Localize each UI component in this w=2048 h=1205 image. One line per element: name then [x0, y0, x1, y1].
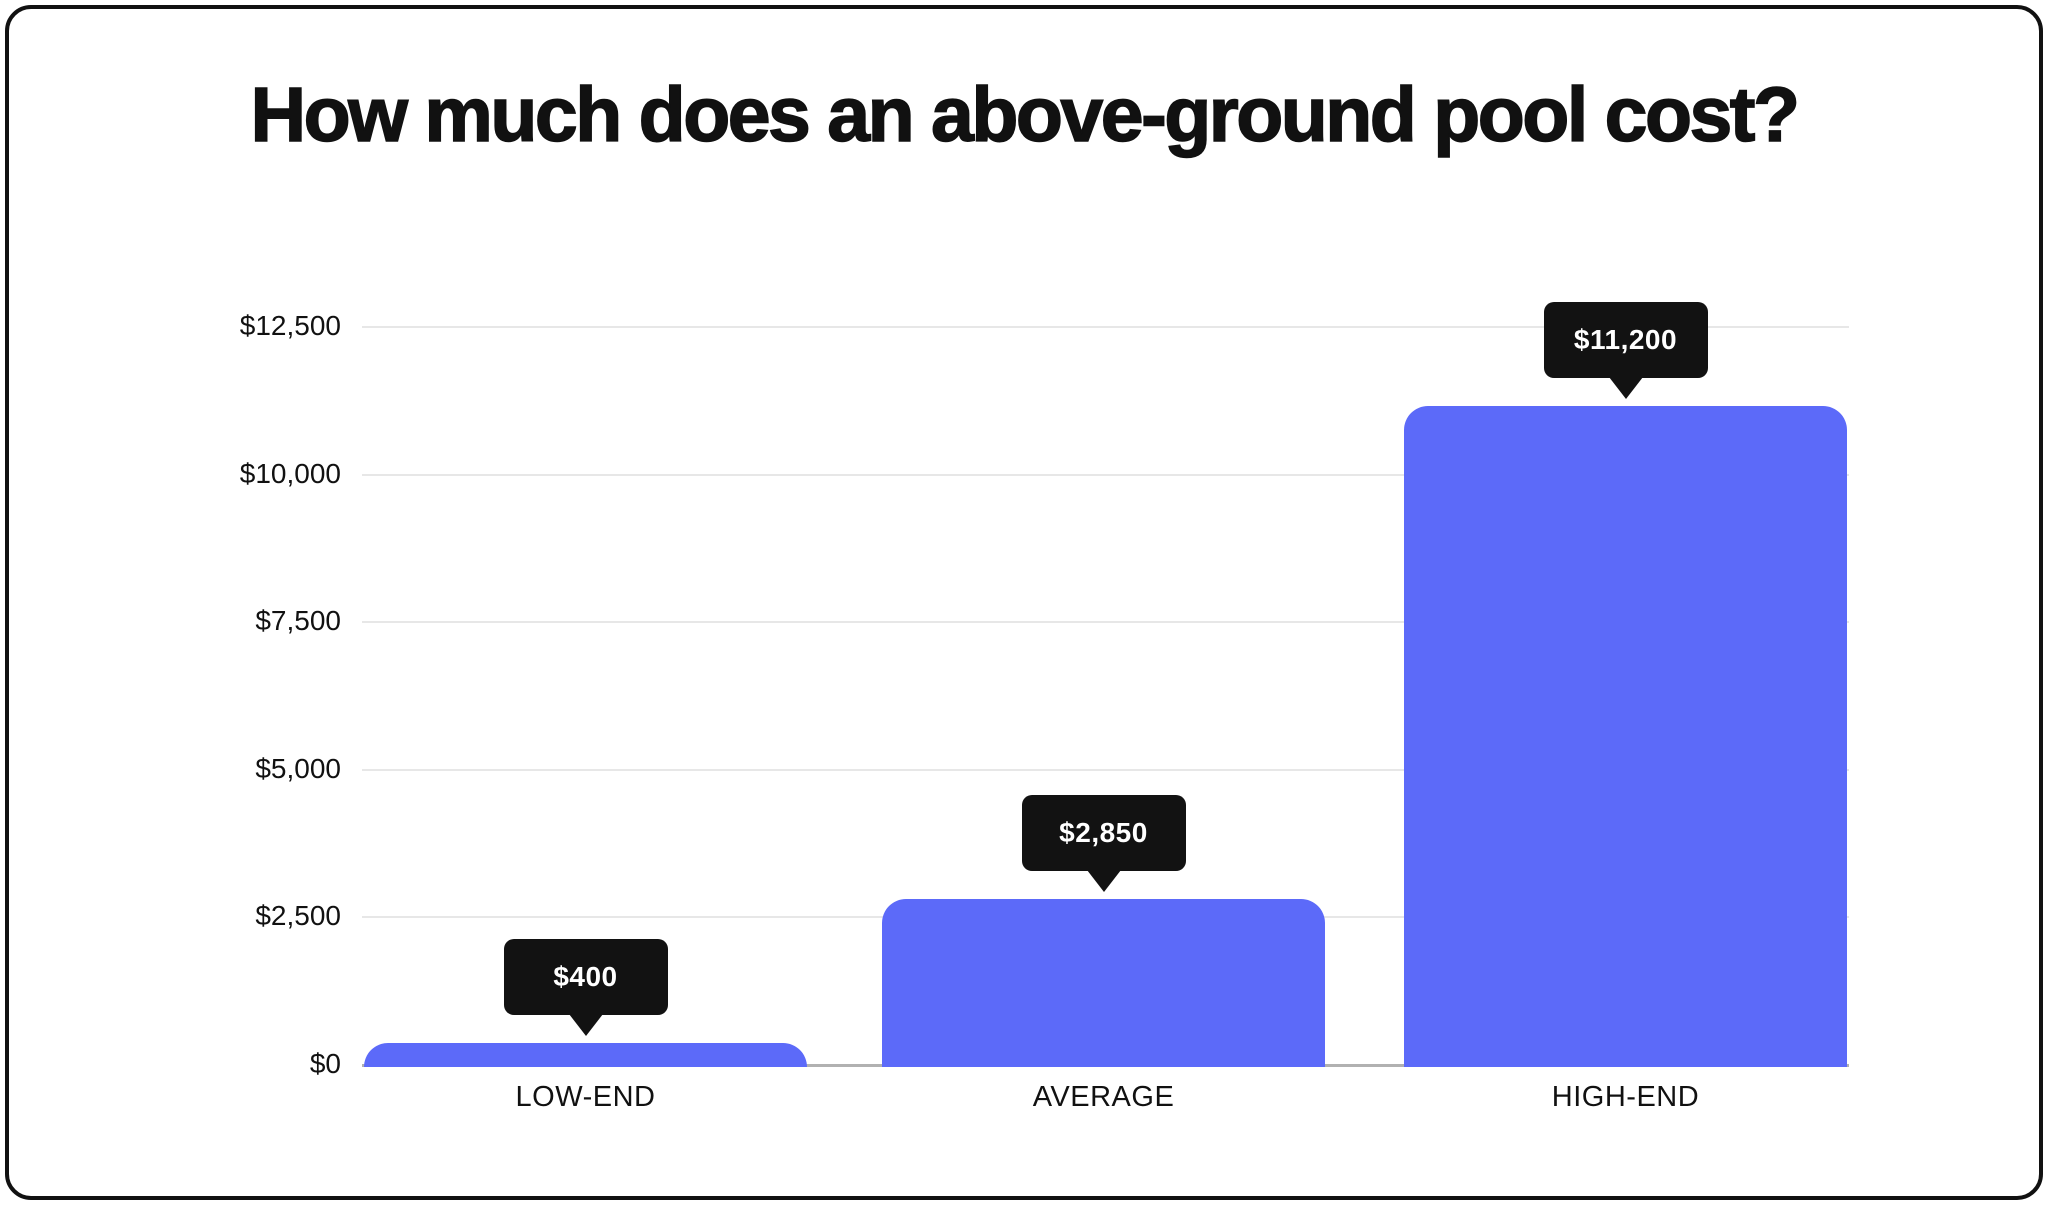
x-category-label: HIGH-END: [1551, 1081, 1700, 1113]
gridline: [362, 473, 1849, 476]
bar-low-end: [364, 1043, 807, 1067]
bar-high-end: [1404, 405, 1847, 1067]
tooltip-tail-icon: [568, 1014, 603, 1037]
y-tick-label: $7,500: [255, 605, 341, 637]
x-category-label: LOW-END: [515, 1081, 656, 1113]
y-tick-label: $2,500: [255, 900, 341, 932]
value-tooltip: $11,200: [1543, 301, 1708, 378]
bar-average: [882, 898, 1325, 1067]
y-tick-label: $5,000: [255, 752, 341, 784]
tooltip-tail-icon: [1608, 376, 1643, 399]
gridline: [362, 326, 1849, 328]
value-tooltip-label: $2,850: [1059, 816, 1148, 848]
chart-title: How much does an above-ground pool cost?: [250, 71, 1801, 159]
value-tooltip-label: $11,200: [1573, 323, 1678, 355]
y-tick-label: $0: [309, 1048, 341, 1079]
tooltip-tail-icon: [1086, 869, 1121, 892]
gridline: [362, 621, 1849, 624]
plot-area: $12,500 $10,000 $7,500 $5,000 $2,500 $0 $400 LO…: [9, 9, 2039, 1196]
y-tick-label: $12,500: [239, 310, 341, 341]
value-tooltip: $2,850: [1021, 794, 1186, 871]
y-tick-label: $10,000: [239, 457, 341, 489]
chart-card: How much does an above-ground pool cost?…: [5, 5, 2043, 1200]
gridline: [362, 768, 1849, 771]
value-tooltip-label: $400: [553, 961, 618, 993]
x-category-label: AVERAGE: [1032, 1081, 1175, 1113]
value-tooltip: $400: [503, 939, 668, 1016]
